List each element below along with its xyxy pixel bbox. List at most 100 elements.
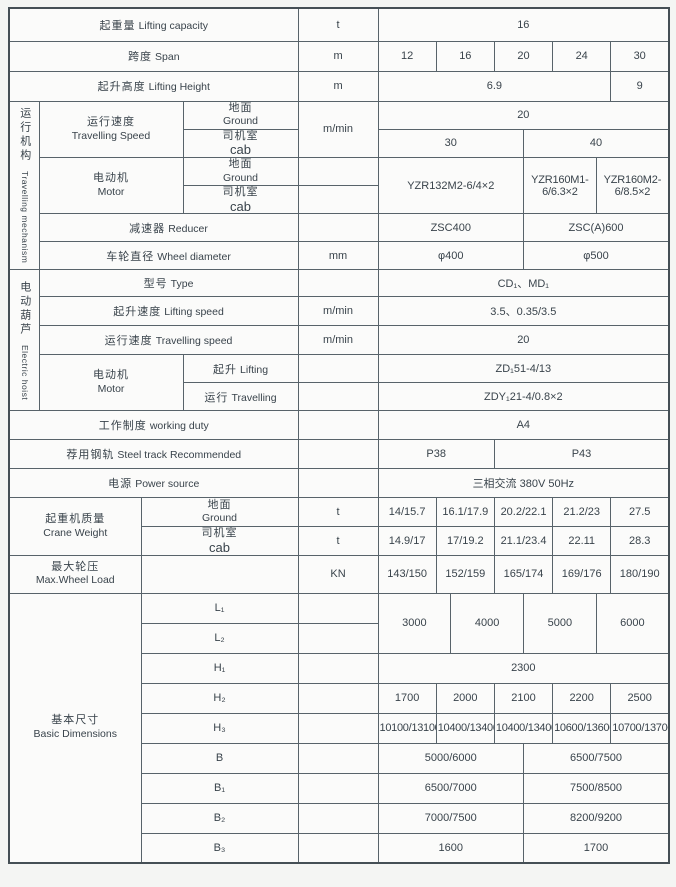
unit-max-wheel-load: KN [297,554,379,594]
value-mwl-4: 169/176 [552,554,612,594]
value-H2-3: 2100 [493,682,554,714]
value-cwc-1: 14.9/17 [377,526,437,556]
value-mwl-1: 143/150 [377,554,437,594]
sublabel-hoist-motor-lifting: 起升 Lifting [182,354,299,384]
value-hoist-type: CD₁、MD₁ [377,269,670,298]
value-wheel-diameter-2: φ500 [523,241,670,271]
unit-H3-empty [297,712,379,744]
unit-travelling-speed: m/min [297,100,379,158]
label-hoist-lifting-speed: 起升速度 Lifting speed [38,296,299,327]
value-wheel-diameter-1: φ400 [377,241,525,271]
unit-power-source-empty [297,468,379,499]
label-span: 跨度 Span [8,40,299,72]
value-L-4: 6000 [595,592,670,654]
crane-spec-table: 起重量 Lifting capacity t 16 跨度 Span m 12 1… [8,7,671,865]
sublabel-H1: H₁ [140,652,299,684]
value-steel-track-2: P43 [493,439,670,470]
value-L-1: 3000 [377,592,452,654]
unit-H2-empty [297,682,379,714]
value-B2-1: 7000/7500 [377,802,525,834]
unit-hoist-motor-travelling-empty [297,382,379,412]
sublabel-L2: L₂ [140,622,299,654]
section-electric-hoist: 电动葫芦Electric hoist [8,269,40,412]
value-H3-1: 10100/13100 [377,712,437,744]
sublabel-crane-weight-ground: 地面 Ground [140,497,299,528]
sublabel-motor-ground: 地面 Ground [182,156,299,186]
value-tm-motor-2: YZR160M1-6/6.3×2 [523,156,597,215]
value-span-5: 30 [610,40,670,72]
value-mwl-3: 165/174 [493,554,554,594]
value-reducer-2: ZSC(A)600 [523,213,670,243]
value-power-source: 三相交流 380V 50Hz [377,468,670,499]
label-wheel-diameter: 车轮直径 Wheel diameter [38,241,299,271]
sublabel-L1: L₁ [140,592,299,624]
value-speed-ground: 20 [377,100,670,130]
unit-motor-cab-empty [297,184,379,215]
value-cwc-4: 22.11 [552,526,612,556]
label-max-wheel-load: 最大轮压 Max.Wheel Load [8,554,142,594]
unit-span: m [297,40,379,72]
value-cwg-5: 27.5 [610,497,670,528]
unit-crane-weight-ground: t [297,497,379,528]
unit-working-duty-empty [297,410,379,441]
value-H2-4: 2200 [552,682,612,714]
value-span-1: 12 [377,40,437,72]
value-L-3: 5000 [523,592,597,654]
section-travelling-mechanism: 运行机构Travelling mechanism [8,100,40,271]
unit-wheel-diameter: mm [297,241,379,271]
value-B1-2: 7500/8500 [523,772,670,804]
unit-B-empty [297,742,379,774]
unit-H1-empty [297,652,379,684]
value-working-duty: A4 [377,410,670,441]
label-basic-dimensions: 基本尺寸 Basic Dimensions [8,592,142,864]
sublabel-B1: B₁ [140,772,299,804]
value-cwg-4: 21.2/23 [552,497,612,528]
label-power-source: 电源 Power source [8,468,299,499]
value-lifting-capacity: 16 [377,7,670,42]
sublabel-H3: H₃ [140,712,299,744]
value-tm-motor-1: YZR132M2-6/4×2 [377,156,525,215]
value-hoist-motor-lifting: ZD₁51-4/13 [377,354,670,384]
unit-B2-empty [297,802,379,834]
value-lifting-height-main: 6.9 [377,70,612,102]
value-B2-2: 8200/9200 [523,802,670,834]
value-cwc-5: 28.3 [610,526,670,556]
sublabel-speed-ground: 地面 Ground [182,100,299,130]
value-B3-1: 1600 [377,832,525,864]
label-crane-weight: 起重机质量 Crane Weight [8,497,142,556]
sublabel-crane-weight-cab: 司机室 cab [140,526,299,556]
sublabel-B2: B₂ [140,802,299,834]
label-reducer: 减速器 Reducer [38,213,299,243]
value-cwc-3: 21.1/23.4 [493,526,554,556]
value-hoist-motor-travelling: ZDY₁21-4/0.8×2 [377,382,670,412]
unit-hoist-travelling-speed: m/min [297,325,379,356]
value-span-3: 20 [493,40,554,72]
unit-hoist-lifting-speed: m/min [297,296,379,327]
value-cwg-1: 14/15.7 [377,497,437,528]
value-hoist-lifting-speed: 3.5、0.35/3.5 [377,296,670,327]
value-steel-track-1: P38 [377,439,495,470]
value-B-2: 6500/7500 [523,742,670,774]
unit-reducer-empty [297,213,379,243]
value-mwl-5: 180/190 [610,554,670,594]
value-H3-3: 10400/13400 [493,712,554,744]
label-tm-motor: 电动机 Motor [38,156,184,215]
value-speed-cab-2: 40 [523,128,670,158]
value-H1: 2300 [377,652,670,684]
value-H2-1: 1700 [377,682,437,714]
unit-L1-empty [297,592,379,624]
value-B3-2: 1700 [523,832,670,864]
unit-B1-empty [297,772,379,804]
unit-hoist-motor-lifting-empty [297,354,379,384]
unit-motor-ground-empty [297,156,379,186]
unit-L2-empty [297,622,379,654]
value-cwc-2: 17/19.2 [435,526,495,556]
label-hoist-travelling-speed: 运行速度 Travelling speed [38,325,299,356]
value-B-1: 5000/6000 [377,742,525,774]
unit-lifting-height: m [297,70,379,102]
sublabel-H2: H₂ [140,682,299,714]
unit-crane-weight-cab: t [297,526,379,556]
value-H3-5: 10700/13700 [610,712,670,744]
value-mwl-2: 152/159 [435,554,495,594]
